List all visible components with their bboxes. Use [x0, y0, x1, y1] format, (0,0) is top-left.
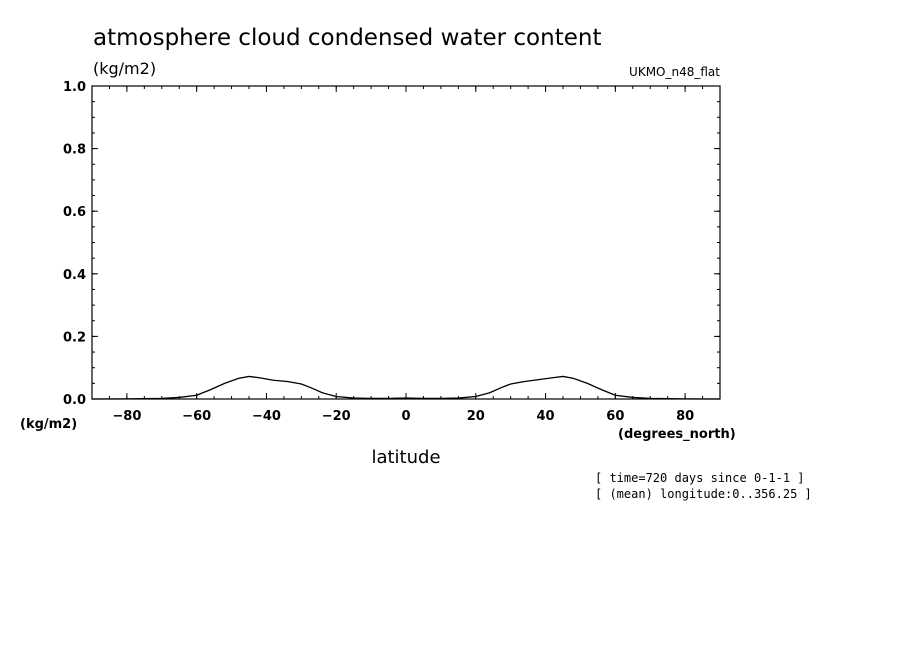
y-tick-label: 0.0: [63, 393, 86, 408]
x-tick-label: 80: [676, 409, 694, 424]
y-tick-label: 0.4: [63, 268, 86, 283]
x-tick-label: 20: [467, 409, 485, 424]
x-axis: −80 −60 −40 −20 0 20 40 60 80: [91, 86, 721, 424]
annotation-longitude: [ (mean) longitude:0..356.25 ]: [595, 487, 812, 501]
x-tick-label: −80: [112, 409, 141, 424]
y-axis: 0.0 0.2 0.4 0.6 0.8 1.0: [63, 80, 720, 408]
chart-title: atmosphere cloud condensed water content: [93, 25, 601, 51]
x-axis-label: latitude: [371, 447, 440, 468]
plot-frame: [91, 85, 721, 400]
x-tick-label: −60: [182, 409, 211, 424]
y-tick-label: 0.8: [63, 143, 86, 158]
chart-units: (kg/m2): [93, 59, 156, 78]
annotation-time: [ time=720 days since 0-1-1 ]: [595, 471, 805, 485]
x-tick-label: 0: [401, 409, 410, 424]
x-tick-label: −20: [322, 409, 351, 424]
x-axis-units: (degrees_north): [618, 427, 736, 442]
y-tick-label: 1.0: [63, 80, 86, 95]
x-tick-label: 40: [537, 409, 555, 424]
y-axis-units: (kg/m2): [20, 417, 77, 432]
y-tick-label: 0.6: [63, 205, 86, 220]
series-line: [91, 375, 721, 400]
x-tick-label: 60: [606, 409, 624, 424]
y-tick-label: 0.2: [63, 330, 86, 345]
dataset-label: UKMO_n48_flat: [629, 65, 720, 79]
x-tick-label: −40: [252, 409, 281, 424]
